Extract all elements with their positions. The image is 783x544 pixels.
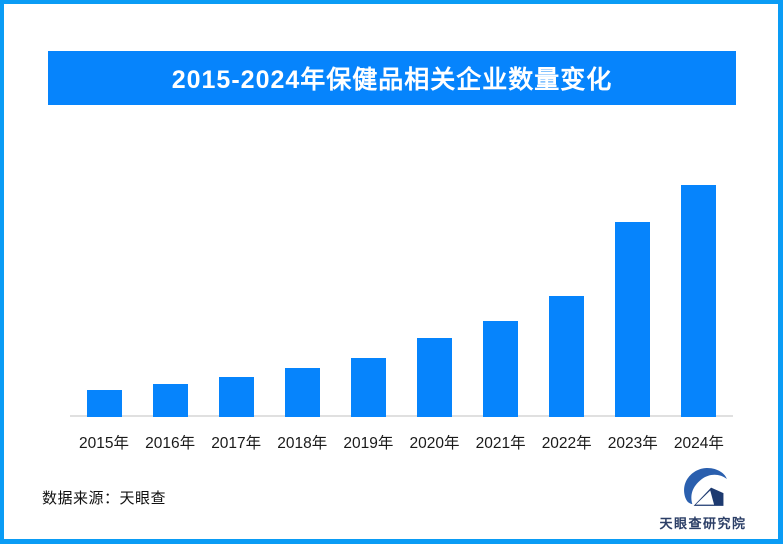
x-tick-label: 2016年: [145, 435, 196, 452]
x-tick-label: 2019年: [343, 435, 394, 452]
source-note: 数据来源：天眼查: [42, 490, 167, 507]
x-tick-label: 2015年: [79, 435, 129, 452]
bar: [615, 222, 651, 417]
x-tick-label: 2024年: [673, 435, 724, 452]
bar: [681, 185, 717, 417]
bar: [549, 296, 585, 417]
bar: [152, 384, 188, 417]
bar: [86, 390, 122, 417]
tianyancha-eye-icon: [684, 467, 727, 506]
bar: [417, 338, 452, 417]
bar: [218, 377, 254, 417]
x-tick-label: 2020年: [409, 435, 460, 452]
x-tick-label: 2022年: [541, 435, 592, 452]
x-tick-label: 2021年: [475, 435, 526, 452]
canvas: 2015-2024年保健品相关企业数量变化 2015年 2016年 2017年 201…: [4, 4, 778, 539]
chart-title: 2015-2024年保健品相关企业数量变化: [171, 66, 613, 94]
brand-logo-text: 天眼查研究院: [659, 516, 747, 531]
bar: [284, 368, 320, 417]
x-tick-label: 2018年: [277, 435, 328, 452]
bar: [350, 358, 386, 417]
brand-logo: 天眼查研究院: [648, 465, 758, 532]
x-tick-label: 2017年: [211, 435, 262, 452]
x-axis-line: [70, 415, 733, 417]
bar-chart: 2015年 2016年 2017年 2018年 2019年 2020年 2021年 2022年…: [4, 4, 778, 539]
x-tick-label: 2023年: [607, 435, 658, 452]
bar: [483, 321, 519, 417]
title-banner: 2015-2024年保健品相关企业数量变化: [48, 51, 736, 105]
